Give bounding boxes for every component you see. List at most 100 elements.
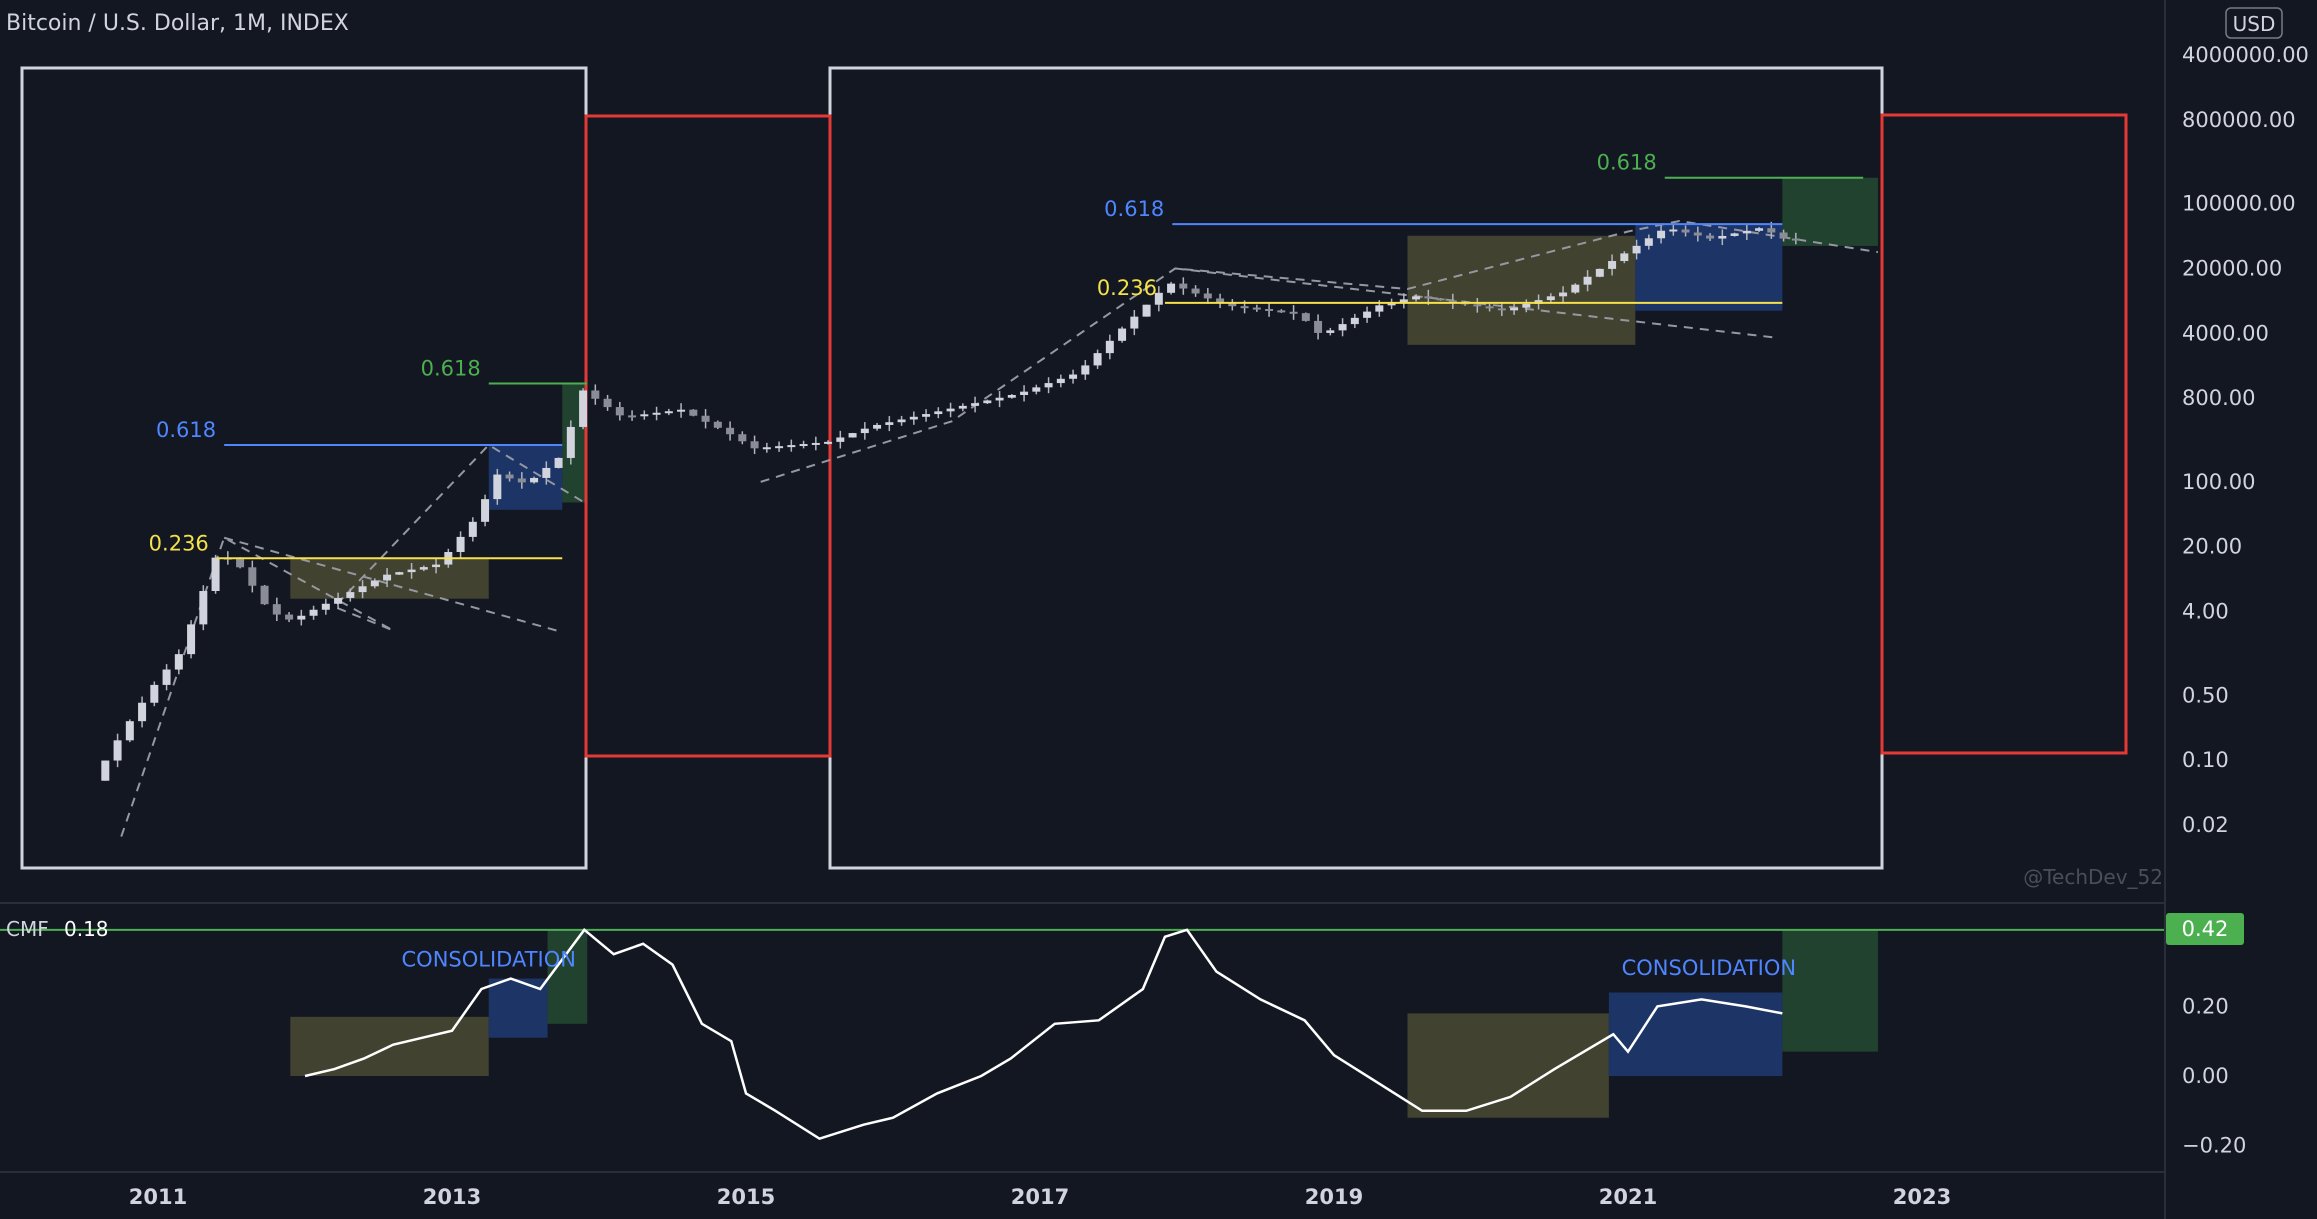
- candle-body: [395, 572, 404, 575]
- candle-body: [1522, 303, 1531, 308]
- candle-body: [1044, 383, 1053, 388]
- candle-body: [726, 427, 735, 435]
- candle-body: [1289, 311, 1298, 314]
- candle-body: [187, 624, 196, 655]
- price-tick-1: 800000.00: [2182, 108, 2296, 132]
- time-tick-2: 2015: [717, 1185, 775, 1209]
- candle-body: [995, 397, 1004, 401]
- price-tick-0: 4000000.00: [2182, 43, 2309, 67]
- candle-body: [1069, 374, 1078, 379]
- fib-label-2: 0.618: [421, 356, 481, 380]
- candle-body: [652, 412, 661, 415]
- trend-lines: [120, 219, 1879, 837]
- candle-body: [1191, 288, 1200, 294]
- candle-body: [1657, 230, 1666, 239]
- price-tick-7: 20.00: [2182, 535, 2242, 559]
- candle-body: [1056, 378, 1065, 384]
- candle-body: [1363, 311, 1372, 318]
- price-tick-11: 0.02: [2182, 813, 2229, 837]
- candle-body: [958, 405, 967, 409]
- consolidation-label-0: CONSOLIDATION: [402, 947, 576, 971]
- dashed-trend-line-0: [120, 443, 585, 837]
- candle-body: [481, 499, 490, 522]
- candle-body: [762, 447, 771, 450]
- bear-frame-1: [584, 114, 832, 758]
- price-tick-6: 100.00: [2182, 470, 2255, 494]
- cmf-tick-2: −0.20: [2182, 1134, 2246, 1158]
- candle-body: [579, 390, 588, 427]
- cmf-axis: 0.20 0.00 −0.20: [2182, 994, 2246, 1157]
- candle-body: [922, 414, 931, 417]
- candle-body: [432, 564, 441, 568]
- candle-body: [1081, 365, 1090, 375]
- candle-body: [1277, 310, 1286, 313]
- candle-body: [1632, 245, 1641, 254]
- candle-body: [1742, 230, 1751, 234]
- cmf-indicator: CONSOLIDATION CONSOLIDATION: [0, 928, 2165, 1141]
- cmf-last-value-badge-bg: [2166, 913, 2244, 945]
- candle-body: [750, 441, 759, 449]
- cmf-current-value: 0.18: [64, 917, 109, 941]
- price-candles: [101, 221, 1800, 781]
- candle-body: [1644, 238, 1653, 246]
- candle-body: [505, 474, 514, 479]
- cmf-last-value-badge: 0.42: [2182, 917, 2229, 941]
- currency-badge-frame[interactable]: [2225, 7, 2283, 39]
- price-tick-5: 800.00: [2182, 386, 2255, 410]
- candle-body: [1130, 316, 1139, 329]
- candle-body: [1608, 261, 1617, 269]
- candle-body: [101, 760, 110, 781]
- candle-body: [1424, 296, 1433, 299]
- candle-body: [358, 586, 367, 593]
- candle-body: [1620, 253, 1629, 262]
- candle-body: [1595, 268, 1604, 277]
- candle-body: [1338, 324, 1347, 331]
- cmf-tick-0: 0.20: [2182, 994, 2229, 1018]
- candle-body: [174, 654, 183, 670]
- candle-body: [321, 603, 330, 610]
- currency-badge[interactable]: USD: [2233, 12, 2276, 36]
- candle-body: [285, 614, 294, 620]
- cmf-zone-2: [547, 929, 588, 1024]
- dashed-trend-line-1: [223, 536, 563, 634]
- price-tick-2: 100000.00: [2182, 192, 2296, 216]
- candle-body: [799, 444, 808, 447]
- cmf-zone-3: [1407, 1013, 1609, 1118]
- candle-body: [125, 721, 134, 741]
- fib-label-4: 0.236: [1097, 276, 1157, 300]
- fib-label-5: 0.618: [1597, 151, 1657, 175]
- candle-body: [885, 422, 894, 425]
- candle-body: [1179, 283, 1188, 289]
- candle-body: [260, 585, 269, 605]
- candle-body: [370, 580, 379, 587]
- candle-body: [1326, 330, 1335, 333]
- candle-body: [1730, 233, 1739, 236]
- candle-body: [199, 591, 208, 625]
- fib-label-0: 0.618: [156, 418, 216, 442]
- candle-body: [1681, 229, 1690, 233]
- candle-body: [909, 416, 918, 420]
- candle-body: [138, 702, 147, 722]
- candle-body: [236, 558, 245, 568]
- candle-body: [811, 442, 820, 445]
- candle-body: [1007, 395, 1016, 398]
- candle-body: [591, 390, 600, 399]
- price-tick-10: 0.10: [2182, 748, 2229, 772]
- candle-body: [1510, 307, 1519, 311]
- candle-body: [1142, 304, 1151, 317]
- candle-body: [1559, 292, 1568, 297]
- candle-body: [1375, 305, 1384, 312]
- candle-body: [1706, 235, 1715, 239]
- candle-body: [1240, 306, 1249, 309]
- candle-body: [1032, 387, 1041, 392]
- candle-body: [1583, 276, 1592, 285]
- candle-body: [775, 446, 784, 449]
- candle-body: [1252, 307, 1261, 310]
- candle-body: [603, 398, 612, 408]
- candle-body: [1350, 317, 1359, 325]
- candle-body: [848, 433, 857, 438]
- candle-body: [1314, 320, 1323, 333]
- watermark: @TechDev_52: [2023, 865, 2163, 889]
- price-zone-5: [1782, 177, 1878, 246]
- candle-body: [1497, 308, 1506, 311]
